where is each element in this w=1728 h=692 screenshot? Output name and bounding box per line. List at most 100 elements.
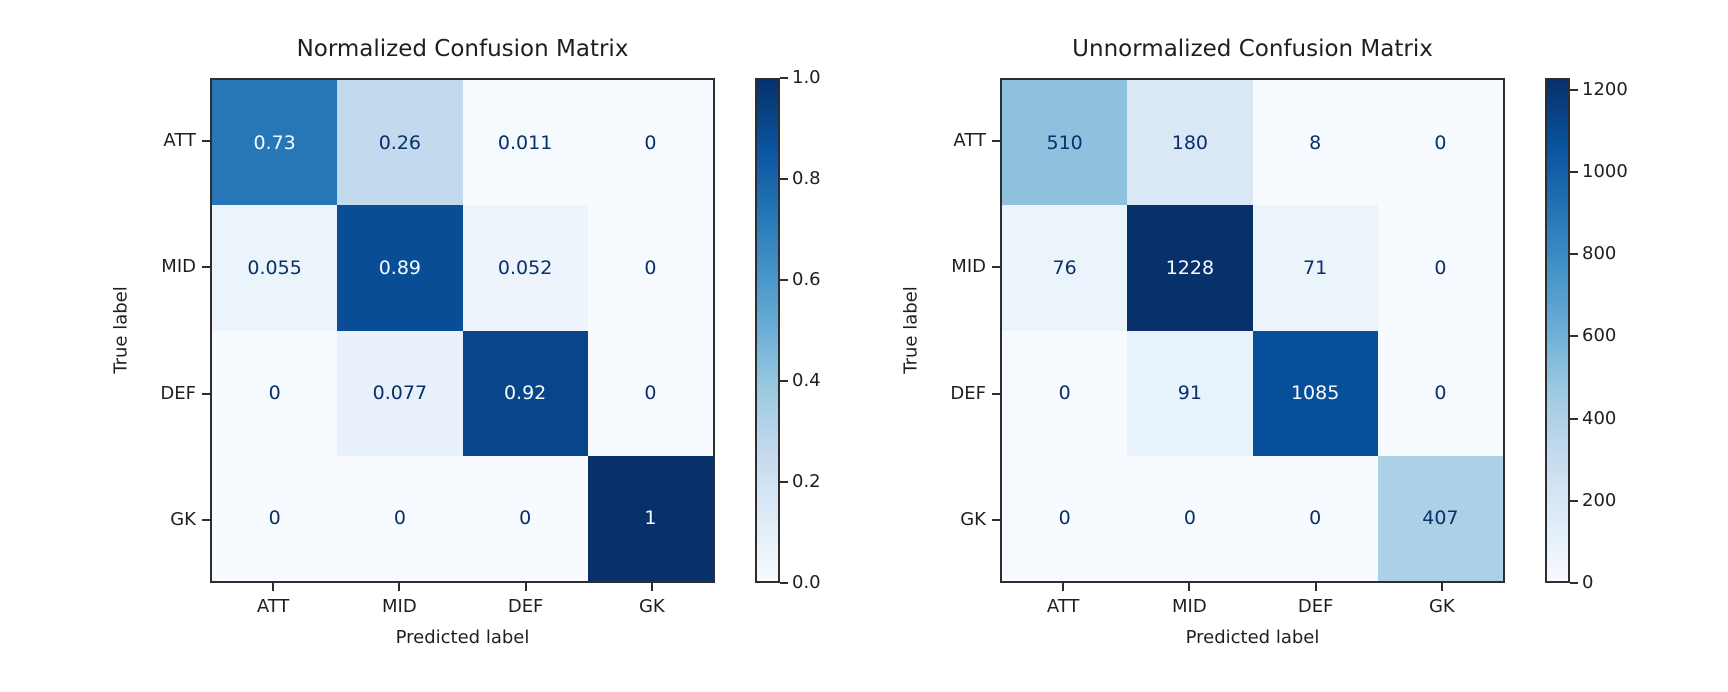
colorbar-tick-label: 1000 xyxy=(1582,160,1628,182)
x-tick-mark xyxy=(1188,583,1191,591)
colorbar-tick-label: 600 xyxy=(1582,325,1617,347)
colorbar-tick-label: 1.0 xyxy=(792,67,821,88)
matrix-cell: 0 xyxy=(1377,205,1503,331)
colorbar-tick-mark xyxy=(780,481,788,483)
y-tick-label: MID xyxy=(161,256,196,278)
y-tick-label: GK xyxy=(960,508,986,530)
colorbar-tick-mark xyxy=(780,582,788,584)
matrix-cell: 0.055 xyxy=(212,205,338,331)
matrix-cell: 0.73 xyxy=(212,80,338,206)
x-tick-label: DEF xyxy=(507,596,544,617)
matrix-cell: 407 xyxy=(1377,455,1503,581)
x-tick-mark xyxy=(524,583,527,591)
x-tick-label: GK xyxy=(1428,596,1455,617)
matrix-cell: 0.89 xyxy=(337,205,463,331)
matrix-cell: 0 xyxy=(212,330,338,456)
y-tick-label: MID xyxy=(951,256,986,278)
y-tick-mark xyxy=(202,392,210,395)
matrix-cell: 0 xyxy=(1002,455,1128,581)
colorbar-tick-label: 0.8 xyxy=(792,168,821,189)
matrix-cell: 0 xyxy=(587,330,713,456)
matrix-cell: 0 xyxy=(1377,330,1503,456)
chart-title: Unnormalized Confusion Matrix xyxy=(1072,36,1433,62)
colorbar xyxy=(1545,78,1570,583)
colorbar-tick-label: 0.4 xyxy=(792,370,821,391)
y-tick-label: ATT xyxy=(163,130,196,152)
colorbar-tick-label: 0 xyxy=(1582,572,1594,593)
matrix-cell: 91 xyxy=(1127,330,1253,456)
colorbar-tick-mark xyxy=(1570,499,1578,502)
colorbar-tick-mark xyxy=(780,279,788,281)
y-tick-mark xyxy=(992,266,1000,269)
matrix-cell: 180 xyxy=(1127,80,1253,206)
matrix-cell: 510 xyxy=(1002,80,1128,206)
matrix-cell: 1 xyxy=(587,455,713,581)
matrix-cell: 1085 xyxy=(1252,330,1378,456)
matrix-cell: 0 xyxy=(1002,330,1128,456)
x-tick-label: GK xyxy=(638,596,665,617)
matrix-cell: 0 xyxy=(587,205,713,331)
colorbar-tick-label: 0.0 xyxy=(792,572,821,593)
colorbar-tick-label: 400 xyxy=(1582,407,1617,429)
colorbar-tick-label: 800 xyxy=(1582,243,1617,264)
x-tick-label: ATT xyxy=(256,596,290,617)
y-tick-label: DEF xyxy=(950,382,986,404)
matrix-cell: 0.92 xyxy=(462,330,588,456)
x-tick-mark xyxy=(272,583,275,591)
matrix-cell: 1228 xyxy=(1127,205,1253,331)
x-tick-mark xyxy=(1440,583,1443,591)
x-axis-label: Predicted label xyxy=(1185,627,1320,648)
colorbar-tick-mark xyxy=(1570,88,1578,91)
x-tick-mark xyxy=(1062,583,1065,591)
matrix-cell: 0 xyxy=(587,80,713,206)
matrix-cell: 0.011 xyxy=(462,80,588,206)
matrix-cell: 71 xyxy=(1252,205,1378,331)
heatmap-grid: 510 180 8 0 76 1228 71 0 0 91 1085 0 0 0 0 407 xyxy=(1000,78,1505,583)
matrix-cell: 0 xyxy=(1252,455,1378,581)
x-tick-mark xyxy=(1314,583,1317,591)
matrix-cell: 0 xyxy=(1127,455,1253,581)
colorbar-tick-mark xyxy=(780,380,788,382)
colorbar-tick-label: 0.2 xyxy=(792,471,821,492)
colorbar-tick-mark xyxy=(780,178,788,180)
colorbar-tick-label: 200 xyxy=(1582,489,1617,511)
matrix-cell: 0 xyxy=(1377,80,1503,206)
x-axis-label: Predicted label xyxy=(395,627,530,648)
matrix-cell: 0 xyxy=(212,455,338,581)
matrix-cell: 0 xyxy=(462,455,588,581)
matrix-cell: 76 xyxy=(1002,205,1128,331)
y-tick-mark xyxy=(202,266,210,269)
colorbar-tick-mark xyxy=(1570,253,1578,255)
chart-title: Normalized Confusion Matrix xyxy=(296,36,629,62)
colorbar-tick-mark xyxy=(1570,170,1578,173)
matrix-cell: 0 xyxy=(337,455,463,581)
x-tick-label: ATT xyxy=(1046,596,1080,617)
colorbar-tick-mark xyxy=(1570,582,1578,584)
colorbar-tick-label: 1200 xyxy=(1582,78,1628,100)
x-tick-mark xyxy=(398,583,401,591)
x-tick-label: DEF xyxy=(1297,596,1334,617)
y-tick-mark xyxy=(202,518,210,521)
matrix-cell: 8 xyxy=(1252,80,1378,206)
y-tick-mark xyxy=(992,518,1000,521)
colorbar-tick-mark xyxy=(1570,417,1578,420)
x-tick-label: MID xyxy=(1172,596,1207,617)
y-tick-label: GK xyxy=(170,508,196,530)
heatmap-grid: 0.73 0.26 0.011 0 0.055 0.89 0.052 0 0 0.077 0.92 0… xyxy=(210,78,715,583)
y-tick-mark xyxy=(202,140,210,143)
y-tick-label: DEF xyxy=(160,382,196,404)
colorbar xyxy=(755,78,780,583)
x-tick-label: MID xyxy=(382,596,417,617)
x-tick-mark xyxy=(650,583,653,591)
colorbar-tick-mark xyxy=(1570,335,1578,338)
y-tick-label: ATT xyxy=(953,130,986,152)
colorbar-tick-mark xyxy=(780,77,788,79)
y-tick-mark xyxy=(992,392,1000,395)
matrix-cell: 0.052 xyxy=(462,205,588,331)
matrix-cell: 0.26 xyxy=(337,80,463,206)
colorbar-tick-label: 0.6 xyxy=(792,269,821,290)
y-tick-mark xyxy=(992,140,1000,143)
